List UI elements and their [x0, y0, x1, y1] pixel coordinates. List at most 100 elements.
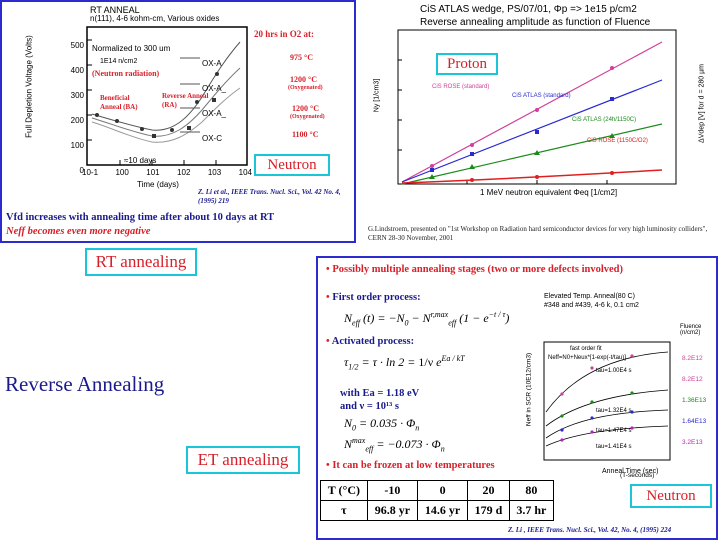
- series-rose-standard: [401, 41, 663, 183]
- x-tick-labels: 10-1 100 101 102 103 104: [82, 168, 252, 177]
- legend-item: OX-A_ 1200 °C (Oxygenated): [202, 75, 323, 93]
- legend: OX-A 975 °C OX-A_ 1200 °C (Oxygenated) O…: [202, 53, 352, 153]
- table-cell: 96.8 yr: [366, 500, 418, 521]
- time-constant-table: T (°C) -10 0 20 80 τ 96.8 yr 14.6 yr 179…: [320, 480, 555, 521]
- series-atlas-standard: [401, 79, 663, 183]
- fit-title: fast order fit: [570, 346, 602, 352]
- inset-title1: Elevated Temp. Anneal(80 C): [544, 293, 635, 300]
- table-cell: T (°C): [320, 480, 368, 501]
- plot-subtitle: n(111), 4-6 kohm-cm, Various oxides: [90, 14, 220, 23]
- tau-label: tau=1.00E4 s: [596, 368, 632, 374]
- rt-anneal-plot: [86, 26, 248, 166]
- fit-formula: Neff=N0+Neux*[1-exp(-t/tau)]: [548, 355, 626, 361]
- data-markers: [95, 72, 219, 138]
- citation: Z. Li et al., IEEE Trans. Nucl. Sci., Vo…: [198, 188, 341, 205]
- inset-frame: [543, 341, 671, 461]
- reverse-annealing-heading: Reverse Annealing: [5, 372, 165, 396]
- activation-energy: with Ea = 1.18 eV: [340, 388, 420, 399]
- activated-equation: τ1/2 = τ · ln 2 = 1/ν eEa / kT: [344, 354, 465, 372]
- inset-plot: [543, 341, 671, 461]
- fluence-list: 8.2E12 8.2E12 1.36E13 1.64E13 3.2E13: [682, 348, 706, 453]
- curve-ox-a: [91, 41, 241, 131]
- reverse-annealing-fluence-figure: CiS ATLAS wedge, PS/07/01, Φp => 1e15 p/…: [362, 0, 720, 243]
- table-row: τ 96.8 yr 14.6 yr 179 d 3.7 hr: [320, 500, 555, 521]
- legend-item: OX-A_ 1200 °C (Oxygenated): [202, 104, 325, 120]
- table-cell: 20: [467, 480, 510, 501]
- neutron-label-box: Neutron: [254, 154, 330, 176]
- table-cell: τ: [320, 500, 368, 521]
- fluence-value: 1.64E13: [682, 418, 707, 425]
- fluence-value: 1.36E13: [682, 397, 707, 404]
- nmax-equation: Nmaxeff = −0.073 · Φn: [344, 436, 445, 454]
- first-order-equation: Neff (t) = −N0 − Nr,maxeff (1 − e−t / τ): [344, 310, 510, 328]
- ten-days-note: ≈10 days: [124, 156, 157, 165]
- chart-title-line1: CiS ATLAS wedge, PS/07/01, Φp => 1e15 p/…: [420, 4, 637, 15]
- proton-label-box: Proton: [436, 53, 498, 75]
- series-atlas-24h: [401, 123, 663, 185]
- tau-label: tau=1.47E4 s: [596, 428, 632, 434]
- y-tick: 400: [70, 66, 84, 75]
- x-tick: 100: [115, 168, 129, 177]
- footnote: G.Lindstroem, presented on "1st Workshop…: [368, 225, 708, 242]
- table-cell: 179 d: [467, 500, 510, 521]
- x-tick: 101: [146, 168, 160, 177]
- fluence-header: Fluence (n/cm2): [680, 324, 702, 336]
- beneficial-annealing-note: Beneficial Anneal (BA): [100, 94, 138, 111]
- bullet-first-order: • First order process:: [326, 292, 421, 303]
- table-cell: 0: [416, 480, 469, 501]
- bullet-multiple-stages: • Possibly multiple annealing stages (tw…: [326, 264, 623, 275]
- tau-label: tau=1.32E4 s: [596, 408, 632, 414]
- table-header-row: T (°C) -10 0 20 80: [320, 480, 555, 501]
- legend-item: OX-C 1100 °C: [202, 130, 319, 143]
- plot-title: RT ANNEAL: [90, 5, 140, 15]
- table-cell: -10: [366, 480, 418, 501]
- n0-equation: N0 = 0.035 · Φn: [344, 416, 420, 433]
- x-axis-label: 1 MeV neutron equivalent Φeq [1/cm2]: [480, 188, 618, 197]
- fluence-value: 8.2E12: [682, 376, 703, 383]
- plot-frame: [86, 26, 248, 166]
- table-cell: 80: [508, 480, 555, 501]
- inset-title2: #348 and #439, 4-6 k, 0.1 cm2: [544, 302, 639, 309]
- inset-y-label: Neff in SCR (10E12/cm3): [525, 352, 533, 427]
- series-label: CiS ATLAS (standard): [512, 93, 571, 99]
- y-tick-labels: 500 400 300 200 100 0: [66, 33, 84, 183]
- y-tick: 200: [70, 116, 84, 125]
- curve-ox-a2: [91, 67, 241, 137]
- x-tick: 10-1: [82, 168, 99, 177]
- legend-item: OX-A 975 °C: [202, 53, 313, 68]
- bullet-activated: • Activated process:: [326, 336, 415, 347]
- table-cell: 14.6 yr: [416, 500, 469, 521]
- et-annealing-label: ET annealing: [186, 446, 300, 474]
- series-label: CiS ATLAS (24h/1150C): [572, 117, 637, 123]
- y-tick: 0: [79, 166, 84, 175]
- y-axis-left-label: Ny [1/cm3]: [373, 78, 381, 113]
- table-note: (T-seconds): [620, 472, 655, 479]
- tau-label: tau=1.41E4 s: [596, 444, 632, 450]
- neutron-label-box-bottom: Neutron: [630, 484, 712, 508]
- annealing-kinetics-panel: • Possibly multiple annealing stages (tw…: [316, 256, 718, 540]
- rt-anneal-figure: RT ANNEAL n(111), 4-6 kohm-cm, Various o…: [0, 0, 356, 243]
- series-rose-o2: [401, 169, 663, 184]
- attempt-frequency: and ν = 10¹³ s: [340, 401, 399, 412]
- curve-ox-c: [91, 87, 241, 143]
- fluence-value: 3.2E13: [682, 439, 703, 446]
- series-label: CiS ROSE (1150C/O2): [587, 138, 648, 144]
- y-tick: 500: [70, 41, 84, 50]
- inset-x-label: Anneal Time (sec): [602, 468, 659, 475]
- x-tick: 102: [177, 168, 191, 177]
- rt-annealing-label: RT annealing: [85, 248, 197, 276]
- y-axis-right-label: ΔVdep [V] for d = 280 µm: [698, 64, 706, 143]
- oxygen-header: 20 hrs in O2 at:: [254, 29, 315, 39]
- y-tick: 300: [70, 91, 84, 100]
- neutron-radiation-note: (Neutron radiation): [92, 69, 160, 78]
- normalized-note: Normalized to 300 um: [92, 44, 171, 53]
- reverse-annealing-note: Reverse Anneal (RA): [162, 92, 209, 109]
- bottom-citation: Z. Li , IEEE Trans. Nucl. Sci., Vol. 42,…: [508, 526, 672, 534]
- chart-title-line2: Reverse annealing amplitude as function …: [420, 17, 651, 28]
- caption-line1: Vfd increases with annealing time after …: [6, 212, 275, 223]
- series-label: CiS ROSE (standard): [432, 84, 490, 90]
- x-axis-label: Time (days): [137, 180, 179, 189]
- fluence-value: 8.2E12: [682, 355, 703, 362]
- caption-line2: Neff becomes even more negative: [6, 226, 151, 237]
- bullet-frozen: • It can be frozen at low temperatures: [326, 460, 495, 471]
